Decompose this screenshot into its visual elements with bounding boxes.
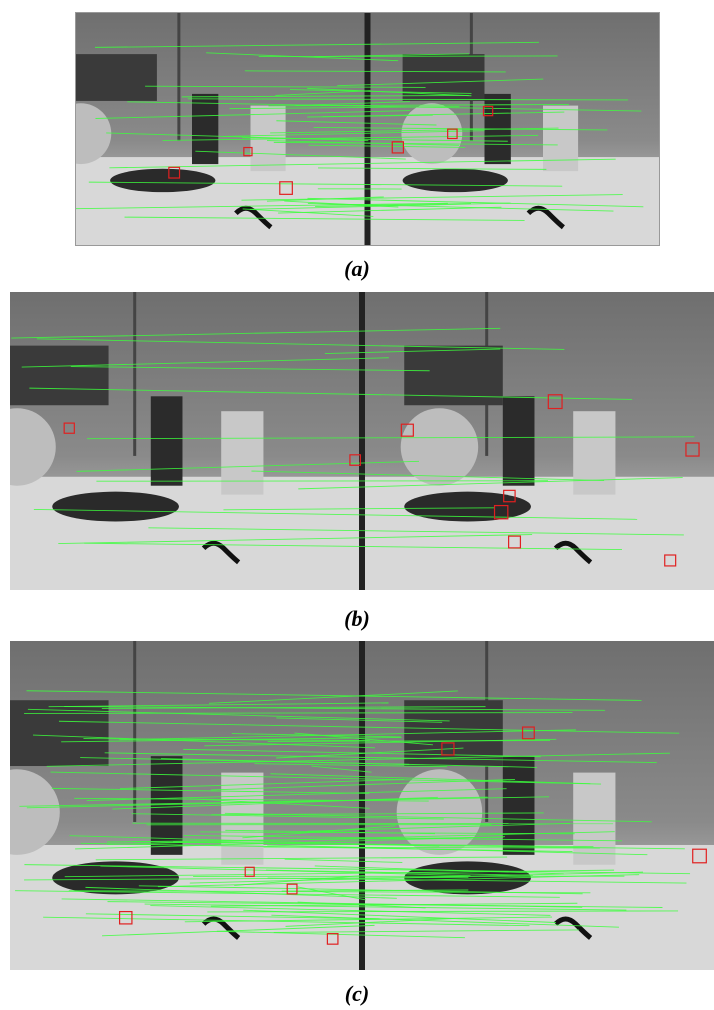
divider <box>359 641 365 970</box>
wall-edge <box>133 641 136 822</box>
box <box>573 773 615 865</box>
caption: (b) <box>0 606 714 632</box>
caption: (a) <box>0 256 714 282</box>
poster <box>10 346 109 406</box>
wall-edge <box>133 292 136 456</box>
desk <box>368 157 661 246</box>
box <box>221 773 263 865</box>
box <box>221 411 263 494</box>
divider <box>359 292 365 590</box>
wall-edge <box>177 12 180 141</box>
stapler <box>403 169 508 192</box>
match-image <box>75 12 660 246</box>
cd <box>401 408 478 485</box>
desk <box>75 157 368 246</box>
stapler <box>110 169 215 192</box>
page: {"figures": [{"caption": "(a)"}, {"capti… <box>0 0 714 1010</box>
stapler <box>52 492 179 522</box>
desk <box>10 477 362 590</box>
poster <box>75 54 157 101</box>
box <box>573 411 615 494</box>
caption: (c) <box>0 981 714 1007</box>
box <box>543 106 578 172</box>
cd <box>401 103 462 164</box>
cup <box>503 396 535 485</box>
poster <box>403 54 485 101</box>
cup <box>192 94 218 164</box>
match-image <box>10 292 714 590</box>
cup <box>151 396 183 485</box>
cup <box>151 756 183 855</box>
match-image <box>10 641 714 970</box>
desk <box>10 845 362 970</box>
